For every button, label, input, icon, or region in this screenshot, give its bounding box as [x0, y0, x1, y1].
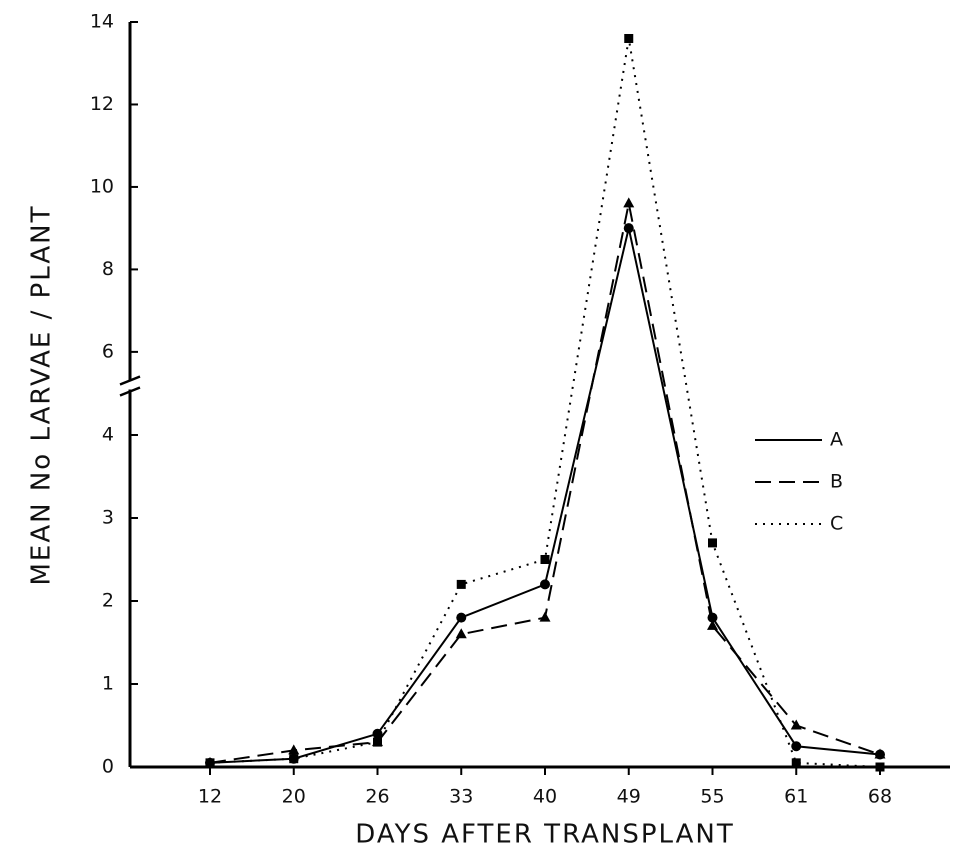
series-line [209, 38, 881, 768]
point [372, 728, 383, 739]
point [790, 719, 802, 730]
point [539, 611, 551, 622]
legend-label: C [830, 513, 843, 535]
point [540, 555, 550, 564]
x-tick-label: 49 [617, 786, 641, 808]
point [623, 223, 634, 234]
point [373, 737, 382, 747]
legend-label: B [830, 471, 843, 493]
x-tick-label: 20 [282, 786, 306, 808]
x-tick-label: 33 [449, 786, 473, 808]
y-tick-label: 10 [90, 175, 114, 197]
point [205, 758, 215, 768]
axis-break [119, 386, 141, 397]
x-tick-label: 55 [700, 786, 724, 808]
point [624, 33, 634, 43]
axis-break [119, 375, 141, 386]
point [456, 579, 466, 589]
point [875, 762, 885, 772]
point [456, 612, 467, 623]
y-tick-label: 1 [102, 673, 114, 695]
point [791, 741, 802, 752]
x-tick-label: 26 [365, 786, 389, 808]
y-tick-label: 8 [102, 258, 114, 280]
x-tick-label: 12 [198, 786, 222, 808]
point [623, 197, 635, 208]
point [707, 619, 718, 630]
series-line [209, 203, 881, 764]
series-line [209, 227, 881, 764]
y-axis-label: MEAN No LARVAE / PLANT [27, 205, 57, 586]
x-axis-label: DAYS AFTER TRANSPLANT [355, 820, 734, 850]
x-tick-label: 61 [784, 786, 808, 808]
point [791, 758, 801, 768]
y-tick-label: 2 [102, 590, 114, 612]
point [455, 628, 467, 639]
y-tick-label: 3 [102, 507, 114, 529]
point [874, 748, 886, 759]
legend-label: A [830, 429, 843, 451]
y-tick-label: 6 [102, 340, 114, 362]
point [288, 744, 300, 755]
y-tick-label: 12 [90, 93, 114, 115]
y-tick-label: 14 [90, 11, 114, 33]
y-tick-label: 4 [102, 424, 114, 446]
point [540, 579, 550, 590]
x-tick-label: 40 [533, 786, 557, 808]
y-tick-label: 0 [102, 756, 114, 778]
point [708, 538, 717, 548]
point [289, 754, 299, 764]
x-tick-label: 68 [868, 786, 892, 808]
